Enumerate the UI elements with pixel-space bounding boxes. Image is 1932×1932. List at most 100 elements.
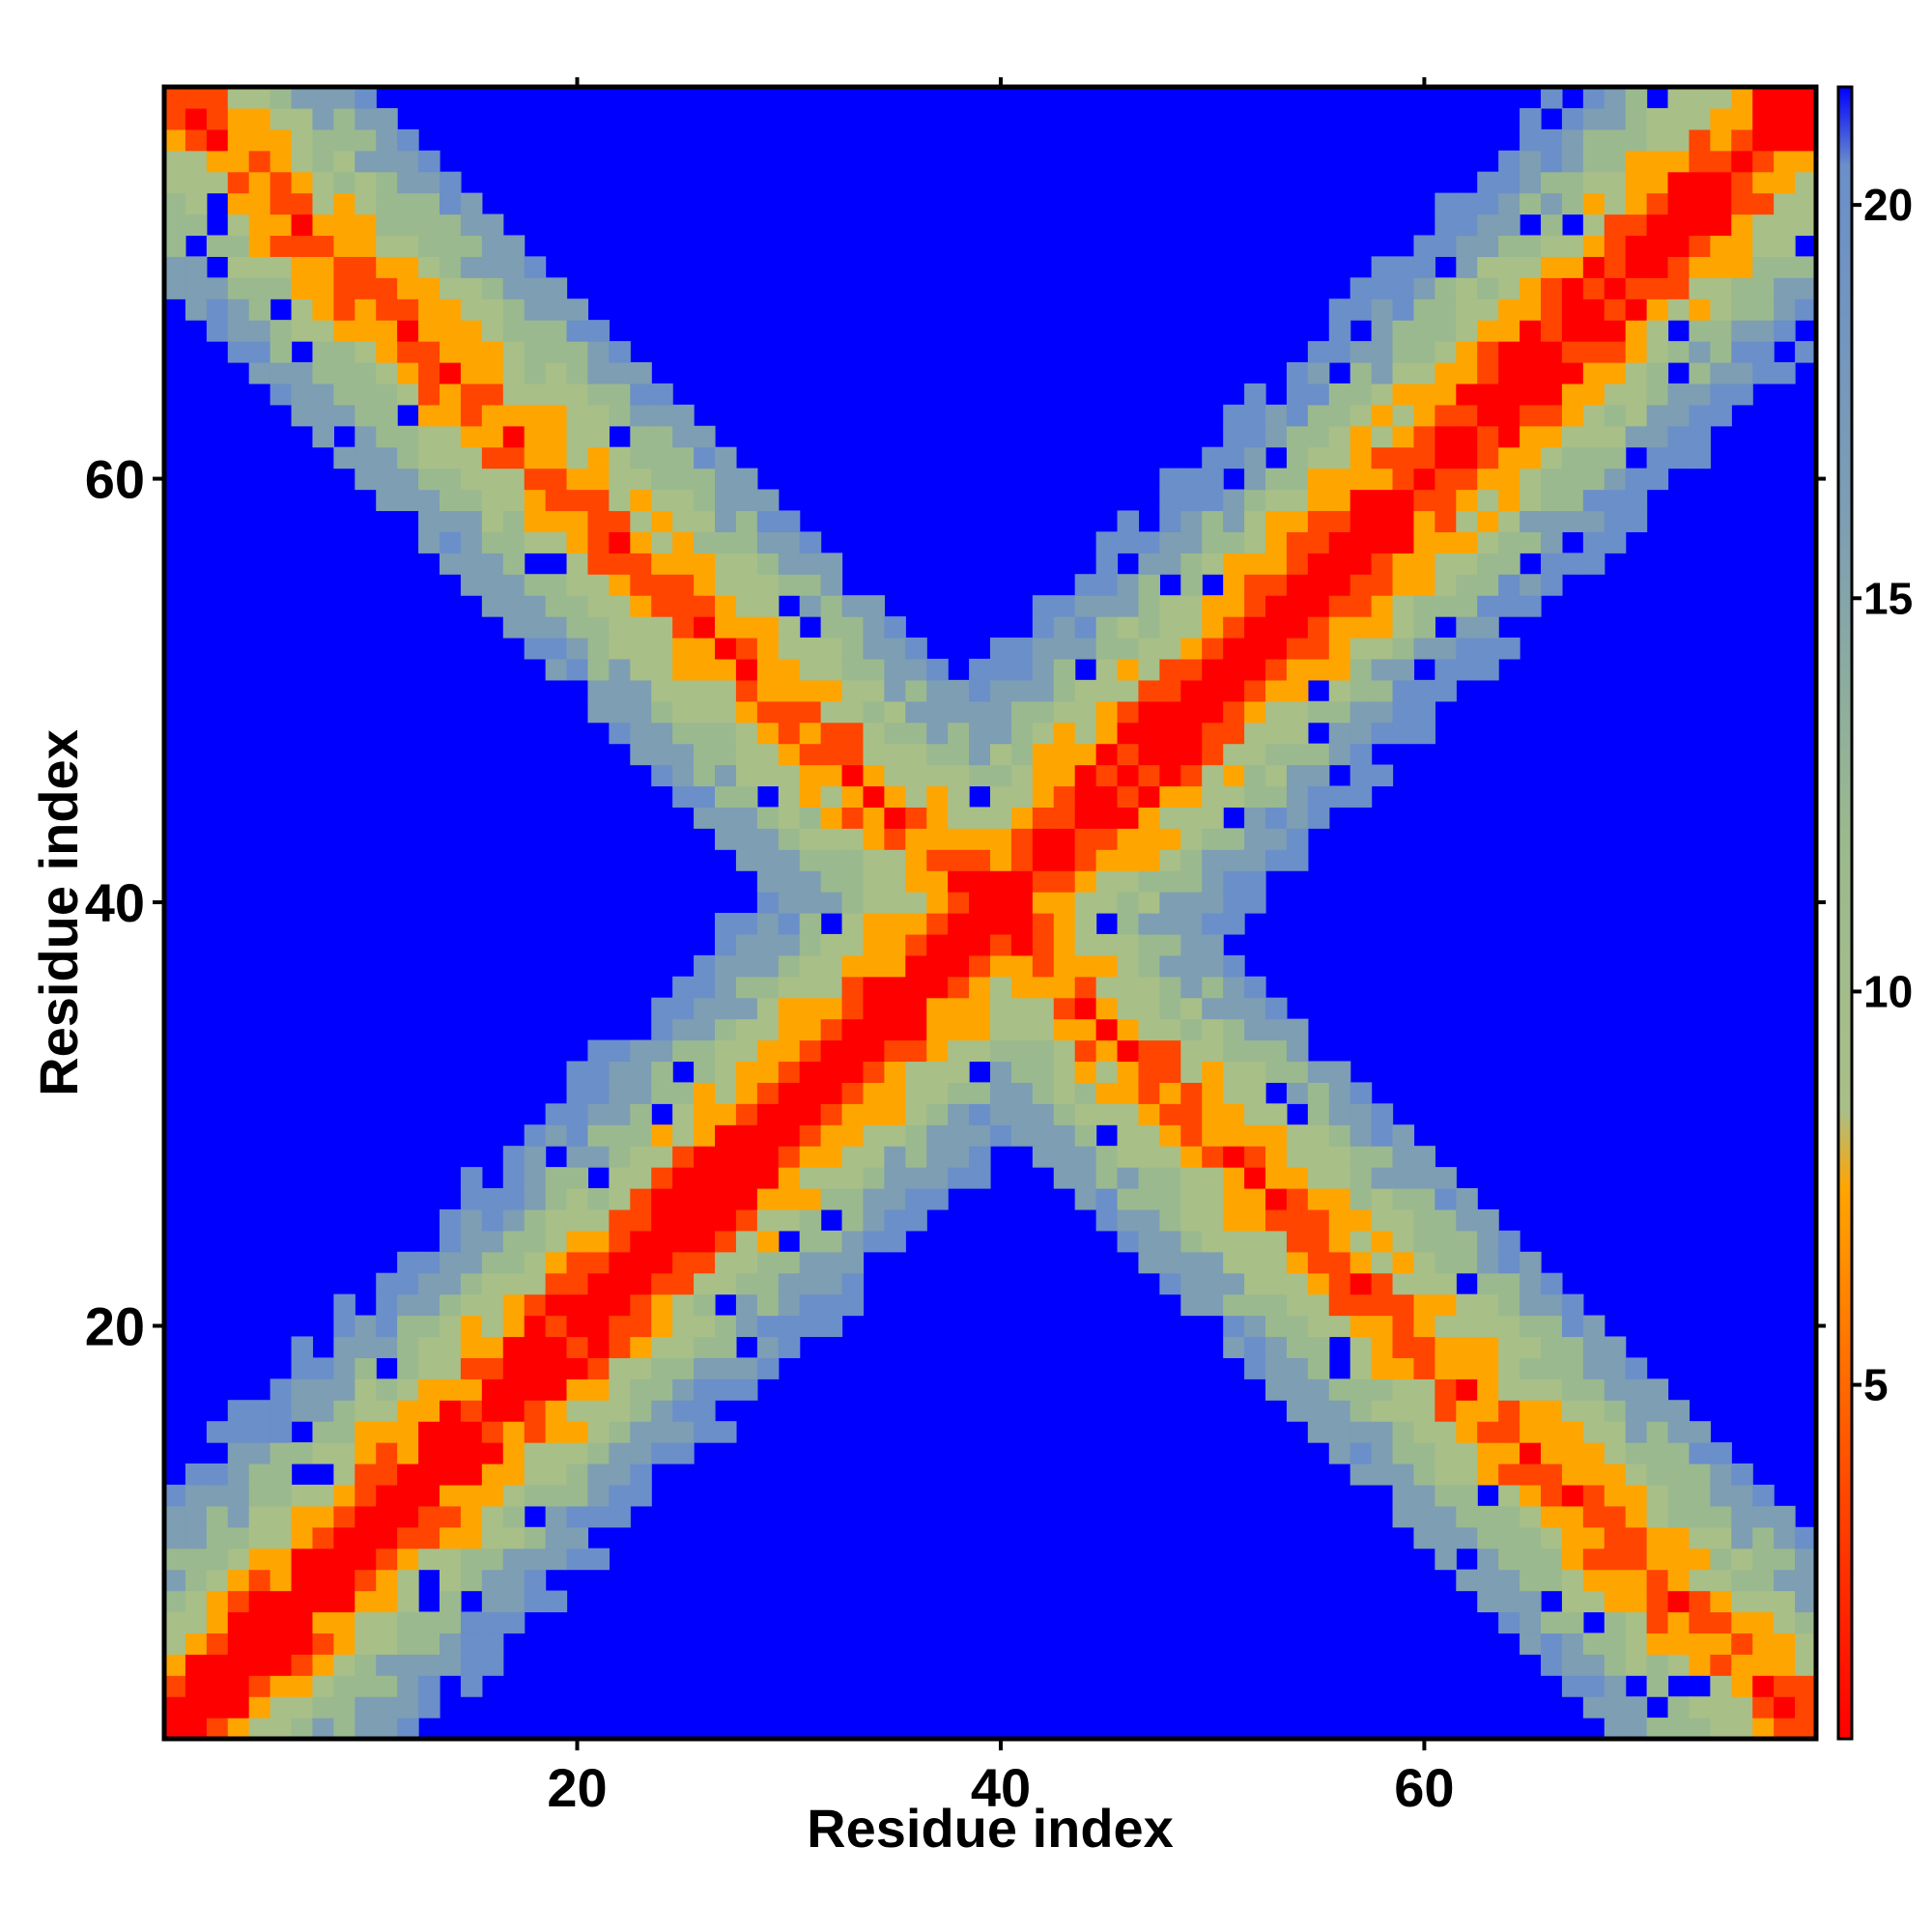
heatmap-cell (1350, 638, 1373, 660)
heatmap-cell (715, 785, 737, 808)
heatmap-cell (333, 150, 355, 173)
heatmap-cell (164, 213, 186, 237)
heatmap-cell (715, 933, 737, 956)
heatmap-cell (1456, 362, 1478, 384)
heatmap-cell (1435, 192, 1457, 215)
heatmap-cell (312, 1611, 334, 1634)
heatmap-cell (1095, 1061, 1119, 1083)
heatmap-cell (587, 1400, 610, 1422)
heatmap-cell (735, 1357, 758, 1379)
heatmap-cell (1095, 1039, 1119, 1063)
heatmap-cell (1625, 1357, 1648, 1379)
heatmap-cell (884, 1208, 906, 1232)
heatmap-cell (799, 1018, 822, 1041)
heatmap-cell (1541, 362, 1563, 384)
heatmap-cell (333, 1633, 355, 1655)
heatmap-cell (524, 383, 547, 406)
heatmap-cell (460, 1675, 483, 1697)
heatmap-cell (1604, 341, 1627, 363)
heatmap-cell (1053, 616, 1076, 639)
heatmap-cell (1244, 722, 1266, 745)
heatmap-cell (270, 87, 293, 109)
heatmap-cell (566, 489, 589, 512)
heatmap-cell (1625, 1718, 1648, 1740)
heatmap-cell (206, 1611, 229, 1634)
heatmap-cell (1053, 954, 1076, 978)
heatmap-cell (291, 1633, 314, 1655)
heatmap-cell (609, 1146, 631, 1168)
heatmap-cell (1286, 679, 1309, 702)
heatmap-cell (1180, 1124, 1203, 1147)
heatmap-cell (1731, 1675, 1753, 1697)
heatmap-cell (841, 785, 865, 808)
heatmap-cell (1202, 722, 1224, 745)
heatmap-cell (1032, 807, 1055, 829)
heatmap-cell (1117, 638, 1140, 660)
heatmap-cell (312, 1569, 334, 1592)
heatmap-cell (1307, 1357, 1330, 1379)
heatmap-cell (1774, 1526, 1796, 1549)
heatmap-cell (355, 298, 377, 321)
heatmap-cell (969, 722, 991, 745)
heatmap-cell (1350, 616, 1373, 639)
heatmap-cell (1095, 553, 1119, 575)
heatmap-cell (440, 425, 462, 448)
heatmap-cell (694, 1400, 716, 1422)
x-tick-label: 60 (1394, 1757, 1454, 1818)
heatmap-cell (397, 128, 419, 152)
heatmap-cell (333, 298, 355, 321)
heatmap-cell (735, 828, 758, 850)
heatmap-cell (1667, 171, 1690, 194)
heatmap-cell (1689, 1463, 1711, 1486)
heatmap-cell (1520, 383, 1542, 406)
heatmap-cell (694, 1167, 716, 1189)
heatmap-cell (460, 531, 483, 554)
heatmap-cell (651, 1146, 673, 1168)
heatmap-cell (545, 320, 568, 342)
heatmap-cell (1541, 1357, 1563, 1379)
heatmap-cell (1265, 700, 1288, 724)
heatmap-cell (1582, 298, 1605, 321)
heatmap-cell (609, 1039, 631, 1063)
heatmap-cell (418, 1251, 440, 1274)
heatmap-cell (185, 1548, 208, 1571)
heatmap-cell (1795, 256, 1817, 278)
heatmap-cell (270, 341, 293, 363)
heatmap-cell (1498, 553, 1520, 575)
heatmap-cell (651, 1315, 673, 1338)
heatmap-cell (1774, 1548, 1796, 1571)
heatmap-cell (1435, 1548, 1457, 1571)
heatmap-cell (1032, 954, 1055, 978)
heatmap-cell (1095, 679, 1119, 702)
heatmap-cell (312, 1442, 334, 1464)
heatmap-cell (1350, 489, 1373, 512)
heatmap-cell (694, 954, 716, 978)
heatmap-cell (1307, 510, 1330, 532)
heatmap-cell (1710, 150, 1732, 173)
heatmap-cell (756, 1146, 780, 1168)
heatmap-cell (1202, 997, 1224, 1020)
heatmap-cell (672, 1124, 695, 1147)
heatmap-cell (1392, 468, 1415, 491)
heatmap-cell (884, 1146, 906, 1168)
heatmap-cell (481, 425, 504, 448)
heatmap-cell (1117, 807, 1140, 829)
heatmap-cell (1435, 638, 1457, 660)
heatmap-cell (312, 1421, 334, 1443)
heatmap-cell (1435, 1400, 1457, 1422)
heatmap-cell (694, 785, 716, 808)
heatmap-cell (1202, 468, 1224, 491)
heatmap-cell (735, 1124, 758, 1147)
heatmap-cell (1435, 679, 1457, 702)
heatmap-cell (799, 1188, 822, 1210)
heatmap-cell (1328, 1103, 1351, 1125)
heatmap-cell (1604, 277, 1627, 299)
heatmap-cell (1498, 468, 1520, 491)
heatmap-cell (291, 128, 314, 152)
heatmap-cell (248, 1718, 271, 1740)
heatmap-cell (1731, 341, 1753, 363)
heatmap-cell (312, 383, 334, 406)
heatmap-cell (1392, 404, 1415, 427)
heatmap-cell (566, 1230, 589, 1253)
heatmap-cell (440, 553, 462, 575)
